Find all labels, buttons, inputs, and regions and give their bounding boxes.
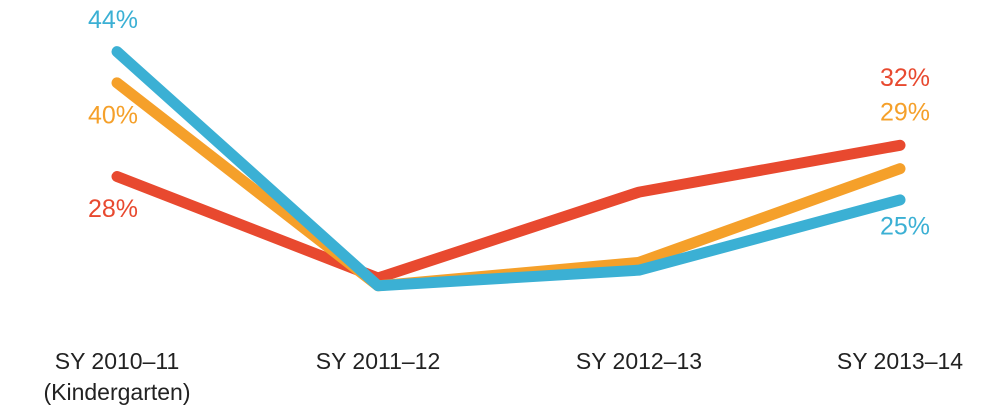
x-tick-label: SY 2011–12 (315, 348, 441, 374)
x-tick-label: SY 2013–14 (836, 348, 964, 374)
data-label: 32% (880, 64, 930, 92)
data-label: 28% (88, 195, 138, 223)
series-line (111, 77, 906, 292)
x-tick-label: SY 2010–11 (Kindergarten) (43, 348, 191, 405)
data-label: 25% (880, 213, 930, 241)
data-label: 29% (880, 98, 930, 126)
series-line (111, 139, 906, 284)
data-label: 40% (88, 101, 138, 129)
data-label: 44% (88, 6, 138, 34)
x-tick-label: SY 2012–13 (575, 348, 703, 374)
series-line (111, 46, 906, 292)
